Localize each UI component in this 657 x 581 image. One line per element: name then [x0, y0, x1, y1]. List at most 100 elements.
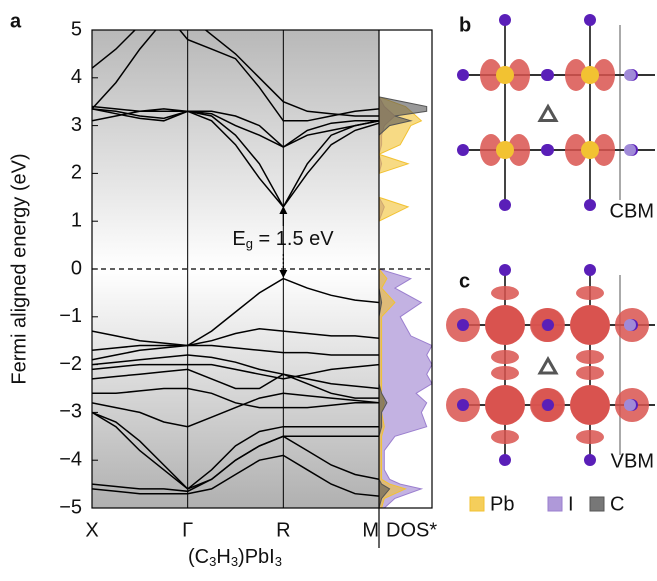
- dos-label: DOS*: [386, 519, 437, 541]
- atom-pb: [581, 141, 599, 159]
- legend-label: Pb: [490, 493, 514, 515]
- band-lines: [92, 30, 379, 497]
- text-part: 3: [231, 554, 238, 569]
- orbital: [480, 59, 502, 91]
- gap-arrowhead: [279, 270, 288, 278]
- y-tick-label: −4: [59, 448, 82, 470]
- orbital: [508, 134, 530, 166]
- orbital: [570, 385, 610, 425]
- band-line: [92, 368, 379, 399]
- atom-i: [624, 69, 636, 81]
- band-line: [92, 277, 379, 347]
- y-axis-label: Fermi aligned energy (eV): [8, 153, 30, 384]
- x-tick-label: X: [85, 519, 98, 541]
- orbital: [508, 59, 530, 91]
- legend-swatch: [589, 496, 605, 512]
- atom-i: [457, 69, 469, 81]
- band-line: [92, 354, 379, 390]
- y-tick-label: −3: [59, 401, 82, 423]
- atom-i: [624, 319, 636, 331]
- atom-i: [584, 199, 596, 211]
- orbital: [480, 134, 502, 166]
- orbital: [491, 430, 519, 444]
- text-part: 3: [275, 554, 282, 569]
- atom-i: [584, 14, 596, 26]
- atom-i: [499, 454, 511, 466]
- orbital: [576, 350, 604, 364]
- dos-areas: [379, 30, 432, 508]
- atom-i: [584, 264, 596, 276]
- structure-images: [446, 14, 655, 466]
- orbital: [570, 305, 610, 345]
- orbital: [485, 385, 525, 425]
- x-tick-label: Γ: [182, 519, 193, 541]
- atom-i: [542, 319, 554, 331]
- band-line: [92, 454, 379, 497]
- y-tick-label: 5: [71, 18, 82, 40]
- band-line: [92, 108, 379, 149]
- atom-i: [457, 319, 469, 331]
- molecule: [537, 103, 559, 122]
- orbital: [491, 350, 519, 364]
- text-part: )PbI: [238, 546, 275, 568]
- band-line: [92, 105, 379, 209]
- atom-i: [499, 264, 511, 276]
- orbital: [491, 286, 519, 300]
- panel-label: c: [459, 270, 470, 292]
- y-tick-label: 4: [71, 66, 82, 88]
- orbital: [485, 305, 525, 345]
- panel-label: a: [10, 10, 22, 32]
- atom-i: [584, 454, 596, 466]
- atom-pb: [496, 141, 514, 159]
- gap-label: Eg = 1.5 eV: [232, 228, 334, 251]
- y-tick-label: 0: [71, 257, 82, 279]
- orbital: [593, 59, 615, 91]
- atom-i: [542, 69, 554, 81]
- text-part: E: [232, 228, 245, 250]
- y-tick-label: 3: [71, 114, 82, 136]
- state-label: CBM: [610, 200, 654, 222]
- dos-area: [379, 30, 423, 508]
- gap-arrowhead: [279, 206, 288, 214]
- band-line: [92, 328, 379, 352]
- orbital: [491, 366, 519, 380]
- legend-label: I: [568, 493, 574, 515]
- band-line: [92, 435, 379, 493]
- y-tick-label: 2: [71, 162, 82, 184]
- molecule: [537, 355, 559, 375]
- atom-pb: [496, 66, 514, 84]
- dos-area: [379, 30, 428, 508]
- band-line: [178, 30, 379, 122]
- text-part: 3: [209, 554, 216, 569]
- band-line: [92, 411, 379, 490]
- band-line: [92, 363, 379, 380]
- panel-label: b: [459, 14, 471, 36]
- y-tick-label: −5: [59, 496, 82, 518]
- band-line: [92, 108, 379, 148]
- x-tick-label: R: [276, 519, 290, 541]
- atom-i: [624, 399, 636, 411]
- state-label: VBM: [611, 450, 654, 472]
- text-part: (C: [188, 546, 209, 568]
- atom-i: [542, 399, 554, 411]
- y-tick-label: −1: [59, 305, 82, 327]
- text-part: H: [216, 546, 230, 568]
- atom-i: [457, 144, 469, 156]
- band-line: [92, 344, 379, 361]
- compound-formula: (C3H3)PbI3: [188, 546, 282, 569]
- band-line: [92, 392, 379, 428]
- orbital: [576, 366, 604, 380]
- atom-i: [624, 144, 636, 156]
- legend-label: C: [610, 493, 624, 515]
- atom-i: [499, 199, 511, 211]
- legend: Pb I C: [469, 493, 624, 515]
- band-line: [92, 30, 157, 110]
- orbital: [565, 134, 587, 166]
- atom-i: [499, 14, 511, 26]
- text-part: g: [246, 236, 253, 251]
- text-part: = 1.5 eV: [253, 228, 334, 250]
- orbital: [576, 430, 604, 444]
- legend-swatch: [547, 496, 563, 512]
- band-line: [92, 30, 137, 69]
